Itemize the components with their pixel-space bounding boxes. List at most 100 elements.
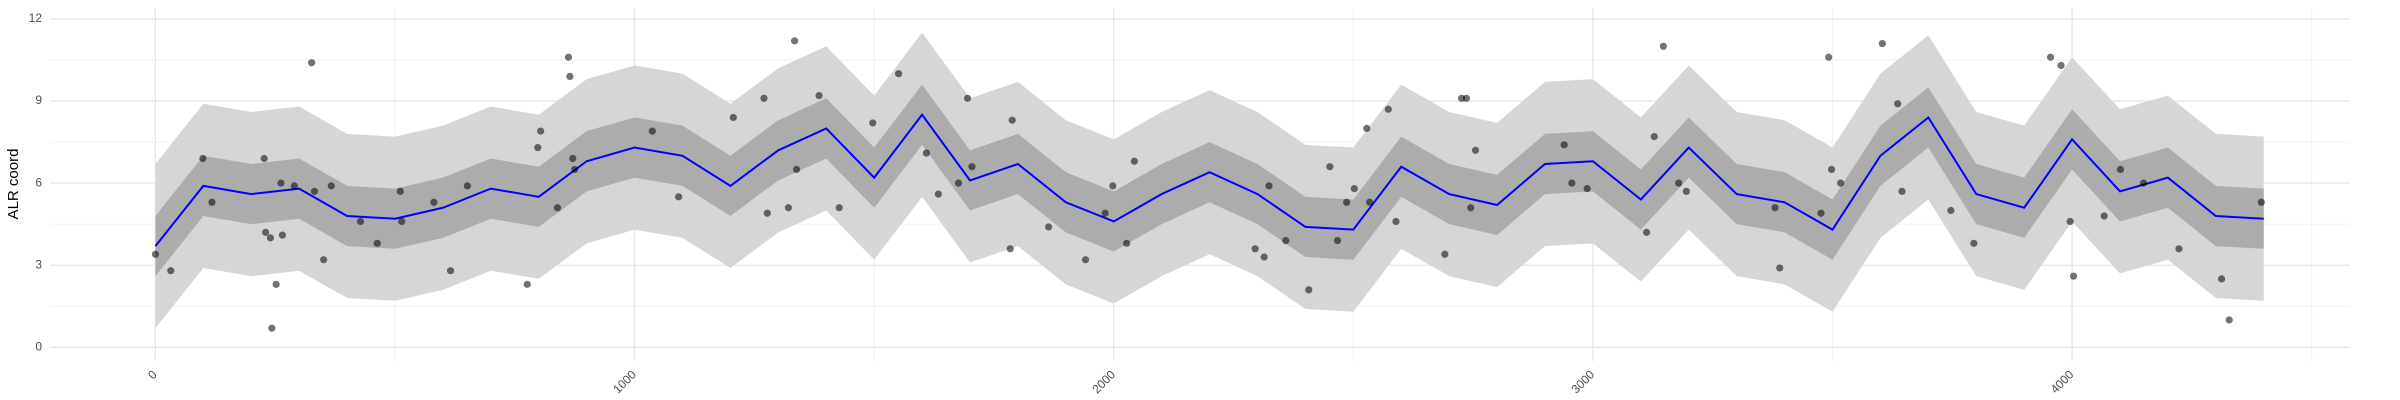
data-point [2139,179,2148,187]
data-point [1827,165,1836,174]
data-point [1898,187,1906,195]
data-point [1343,198,1351,206]
data-point [1044,223,1053,231]
data-point [2225,316,2233,324]
data-point [815,91,823,100]
data-point [272,280,280,288]
data-point [327,182,335,190]
data-point [1363,124,1371,133]
data-point [430,198,438,206]
data-point [2066,217,2074,226]
x-tick-label: 1000 [610,367,639,396]
data-point [1776,264,1784,272]
data-point [199,154,207,163]
data-point [564,53,573,61]
data-point [2069,272,2078,280]
data-point [2175,245,2183,253]
data-point [1467,204,1475,212]
data-point [1109,182,1117,190]
y-axis-label: ALR coord [5,149,22,220]
data-point [792,165,801,174]
data-point [151,250,160,258]
data-point [566,72,574,81]
data-point [1583,185,1591,193]
data-point [729,113,737,122]
data-point [675,193,683,201]
data-point [1837,179,1845,187]
data-point [1265,182,1273,190]
data-point [784,204,792,212]
data-point [277,179,285,187]
data-point [1251,245,1259,253]
mean-line [154,113,2264,247]
data-point [1817,209,1825,217]
data-point [1282,236,1290,245]
y-tick-label: 9 [35,93,42,107]
data-point [895,70,903,78]
data-point [571,165,579,174]
data-point [208,198,216,206]
y-tick-label: 3 [35,257,42,271]
data-point [523,280,531,288]
data-point [308,59,316,67]
data-point [1305,286,1313,294]
data-point [1006,245,1014,253]
data-point [1771,204,1779,212]
data-point [869,119,877,127]
data-point [964,94,972,102]
data-point [1081,256,1090,264]
data-point [1970,239,1978,247]
data-point [968,163,976,171]
data-point [2057,61,2065,70]
data-point [310,187,319,195]
data-point [835,204,843,212]
x-tick-label: 2000 [1089,367,1118,396]
data-point [1462,94,1471,102]
data-point [922,149,930,157]
x-tick-label: 4000 [2048,367,2077,396]
data-point [2046,53,2055,61]
data-point [1947,206,1955,215]
data-point [1659,42,1667,50]
x-tick-label: 0 [145,367,160,382]
data-point [2116,165,2125,174]
data-point [1333,236,1342,245]
data-point [262,228,270,236]
data-point [1008,116,1016,124]
data-point [1384,105,1392,113]
data-point [167,267,175,275]
data-point [1392,217,1400,226]
data-point [356,217,365,226]
y-tick-label: 6 [35,175,42,189]
data-point [569,154,577,163]
data-point [1350,185,1358,193]
data-point [396,187,404,195]
data-point [1471,146,1480,154]
data-point [1894,100,1902,108]
data-point [1682,187,1690,195]
credible-band [155,84,2264,277]
data-point [553,204,562,212]
data-point [266,234,275,242]
data-point [398,217,406,226]
y-tick-label: 12 [29,11,43,25]
data-point [2217,275,2226,283]
data-point [1568,179,1576,187]
data-point [446,267,455,275]
data-point [763,209,771,217]
data-point [1650,133,1658,141]
data-point [290,182,298,190]
data-point [648,127,656,135]
data-point [1123,239,1131,247]
data-point [463,182,471,190]
data-point [934,190,942,198]
data-point [1560,141,1568,149]
data-point [1366,198,1374,206]
data-point [373,239,381,247]
data-point [2100,212,2108,220]
data-point [278,231,286,239]
data-point [537,127,545,135]
data-point [760,94,768,102]
data-point [1260,253,1268,261]
